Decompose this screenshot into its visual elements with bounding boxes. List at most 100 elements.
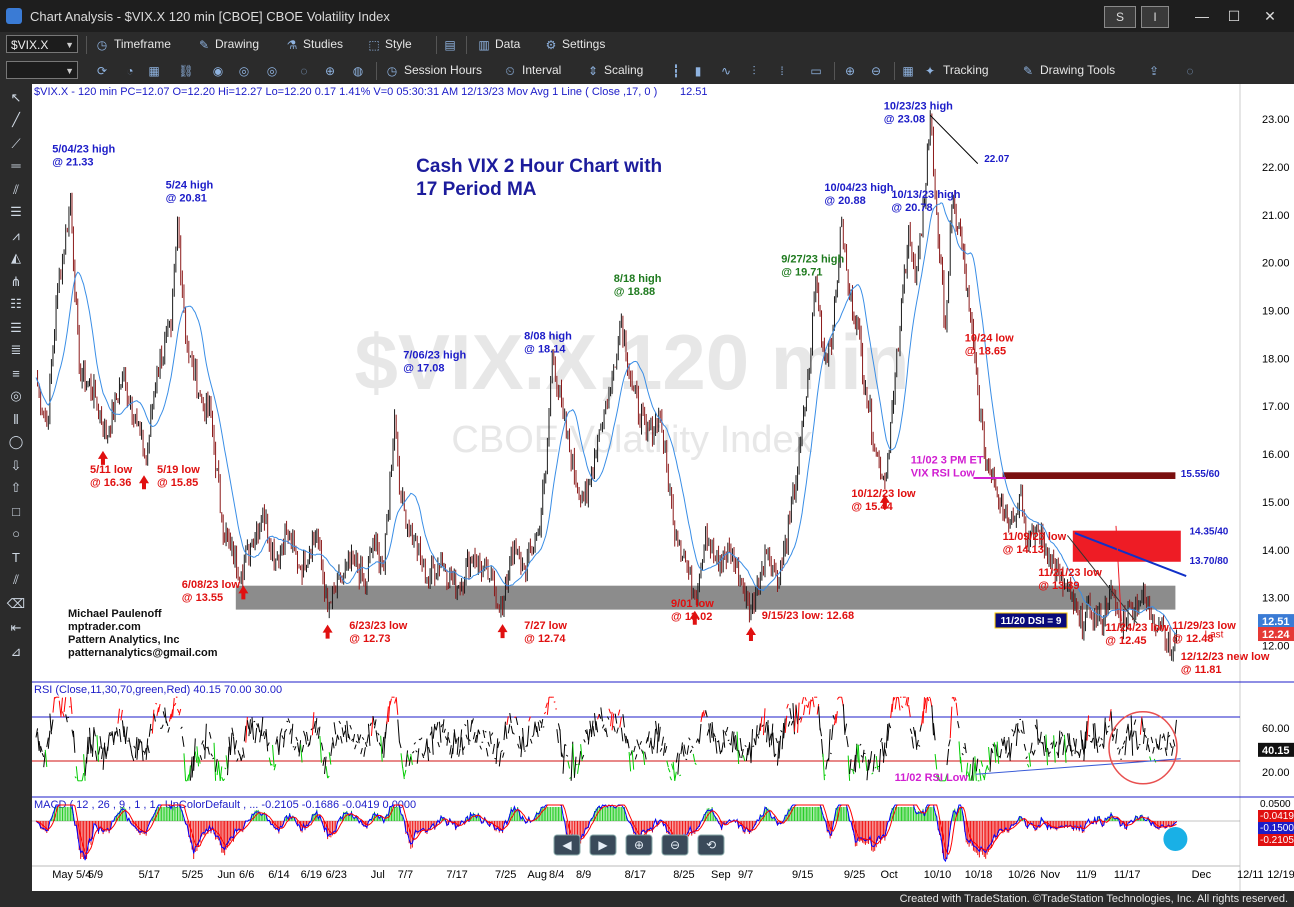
maximize-icon[interactable]: ☐: [1227, 8, 1241, 24]
interval-menu[interactable]: Interval: [522, 63, 562, 77]
cursor-icon[interactable]: ◌: [300, 64, 308, 78]
circle-tool-icon[interactable]: ○: [12, 526, 20, 541]
chat-icon[interactable]: ◌: [1186, 64, 1194, 78]
settings-menu[interactable]: Settings: [562, 37, 606, 51]
zoom-in-icon[interactable]: [625, 834, 653, 856]
arrow-down-icon[interactable]: ⇩: [10, 458, 22, 473]
rsi-segment: [248, 719, 251, 737]
data-menu[interactable]: Data: [495, 37, 521, 51]
reset-zoom-icon[interactable]: [697, 834, 725, 856]
refresh-icon[interactable]: ⟳: [96, 64, 108, 78]
scaling-menu[interactable]: Scaling: [604, 63, 644, 77]
symbol-combo[interactable]: $VIX.X ▼: [6, 35, 78, 53]
zoom-out-icon[interactable]: ⊖: [870, 64, 882, 78]
price-badge: [1258, 614, 1294, 629]
rsi-badge-label: 40.15: [1262, 745, 1290, 757]
layout-icon[interactable]: ▤: [444, 38, 456, 52]
rsi-segment: [575, 763, 578, 766]
resistance-band-15-55: [1002, 472, 1176, 479]
drawing-tools-menu[interactable]: Drawing Tools: [1040, 63, 1116, 77]
rsi-low-label: 11/02 RSI Low: [895, 772, 969, 784]
time-zones-icon[interactable]: ⦀: [13, 412, 19, 427]
rsi-segment: [628, 751, 632, 772]
horizontal-line-icon[interactable]: ═: [11, 158, 21, 173]
close-icon[interactable]: ✕: [1264, 8, 1276, 24]
low-annotation: 11/24/23 low: [1105, 622, 1169, 634]
tracking-menu[interactable]: Tracking: [943, 63, 989, 77]
rsi-segment: [490, 732, 494, 736]
record-icon[interactable]: ◉: [212, 64, 224, 78]
minimize-icon[interactable]: —: [1195, 8, 1209, 24]
cycle-icon[interactable]: ◎: [10, 388, 22, 403]
rsi-segment: [520, 736, 524, 758]
grid-icon[interactable]: ▦: [902, 64, 914, 78]
fib-fan-icon[interactable]: ⋔: [10, 274, 22, 289]
i-button[interactable]: I: [1141, 6, 1169, 28]
rsi-segment: [188, 765, 191, 781]
chart-area[interactable]: $VIX.X,120 min CBOE Volatility Index 5/04…: [32, 84, 1294, 891]
rsi-segment: [706, 729, 710, 736]
rsi-segment: [718, 740, 721, 753]
rsi-segment: [213, 742, 217, 781]
rsi-segment: [727, 739, 730, 742]
gann-icon[interactable]: ◭: [11, 250, 21, 265]
low-9-15-label: 9/15/23 low: 12.68: [762, 610, 854, 622]
line-tool-icon[interactable]: ╱: [12, 112, 20, 127]
candle-chart-icon[interactable]: ▮: [694, 64, 702, 78]
style-menu[interactable]: Style: [385, 37, 412, 51]
trendline-icon[interactable]: ⟋: [11, 136, 21, 151]
rsi-segment: [958, 741, 961, 764]
rsi-segment: [597, 713, 600, 720]
dot-chart-icon[interactable]: ⁞: [780, 64, 784, 78]
export-icon[interactable]: ⇪: [1148, 64, 1160, 78]
channel-icon[interactable]: ⫽: [13, 182, 19, 197]
decline-line: [1067, 535, 1138, 625]
pointer-icon[interactable]: ↖: [10, 90, 22, 105]
text-tool-icon[interactable]: T: [12, 550, 20, 565]
rectangle-icon[interactable]: □: [12, 504, 20, 519]
diagonal-line-icon[interactable]: ⫽: [13, 572, 19, 587]
andrews-icon[interactable]: ≣: [10, 342, 22, 357]
fib-icon[interactable]: ☰: [10, 204, 22, 219]
scroll-right-icon[interactable]: [589, 834, 617, 856]
s-button[interactable]: S: [1104, 6, 1136, 28]
speed-line-icon[interactable]: ⩘: [12, 228, 20, 243]
studies-menu[interactable]: Studies: [303, 37, 344, 51]
eraser-icon[interactable]: ⌫: [6, 596, 26, 611]
rsi-segment: [852, 769, 855, 775]
ellipse-icon[interactable]: ◯: [8, 434, 24, 449]
measure-icon[interactable]: ⊿: [10, 644, 22, 659]
rsi-segment: [875, 755, 879, 770]
crosshair-icon[interactable]: ⊕: [324, 64, 336, 78]
data-window-icon[interactable]: ▭: [810, 64, 822, 78]
drawing-menu[interactable]: Drawing: [215, 37, 260, 51]
rsi-segment: [662, 742, 666, 756]
zoom-in-icon[interactable]: ⊕: [844, 64, 856, 78]
bell-icon[interactable]: ◍: [352, 64, 364, 78]
alert-icon[interactable]: ◎: [238, 64, 250, 78]
workspace-combo[interactable]: ▼: [6, 61, 78, 79]
collapse-icon[interactable]: ⇤: [10, 620, 22, 635]
ohlc-icon[interactable]: ⫶: [752, 64, 756, 78]
rsi-segment: [1092, 723, 1096, 749]
fib-arc-icon[interactable]: ☷: [10, 296, 22, 311]
rsi-segment: [995, 744, 998, 757]
session-hours-menu[interactable]: Session Hours: [404, 63, 483, 77]
retracement-icon[interactable]: ☰: [10, 320, 22, 335]
rsi-segment: [133, 745, 136, 749]
arrow-up-icon[interactable]: ⇧: [10, 480, 22, 495]
rsi-segment: [887, 722, 890, 741]
bar-chart-icon[interactable]: ┇: [672, 64, 680, 78]
low-annotation-value: @ 11.81: [1181, 664, 1222, 676]
calendar-icon[interactable]: ▦: [148, 64, 160, 78]
line-chart-icon[interactable]: ∿: [720, 64, 732, 78]
history-icon[interactable]: ◔: [126, 64, 134, 78]
scroll-left-icon[interactable]: [553, 834, 581, 856]
target-icon[interactable]: ◎: [266, 64, 278, 78]
rsi-segment: [426, 739, 430, 761]
timeframe-menu[interactable]: Timeframe: [114, 37, 171, 51]
zoom-out-icon[interactable]: [661, 834, 689, 856]
link-icon[interactable]: ⛓: [178, 64, 194, 78]
rsi-segment: [581, 754, 585, 760]
regression-icon[interactable]: ≡: [12, 366, 20, 381]
